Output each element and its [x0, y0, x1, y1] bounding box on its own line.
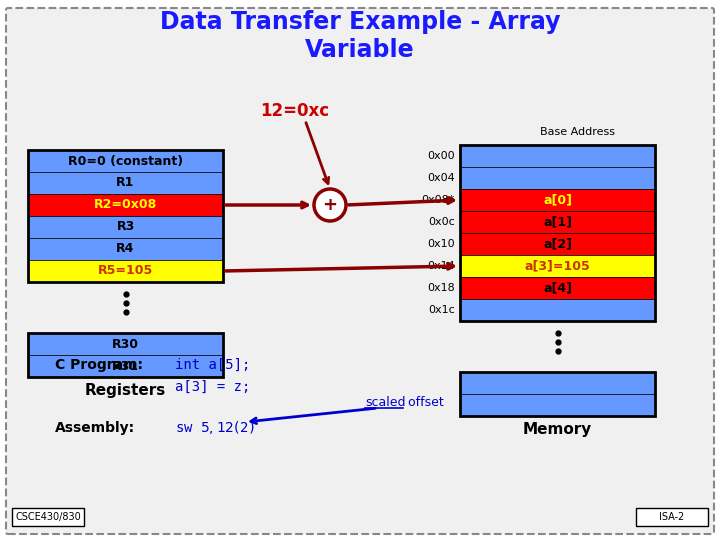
Bar: [460, 189, 655, 211]
Text: R5=105: R5=105: [98, 265, 153, 278]
Bar: [460, 145, 655, 167]
Text: Data Transfer Example - Array
Variable: Data Transfer Example - Array Variable: [160, 10, 560, 62]
Bar: [28, 333, 223, 377]
Text: Assembly:: Assembly:: [55, 421, 135, 435]
Text: R1: R1: [117, 177, 135, 190]
Bar: [28, 260, 223, 282]
Text: a[4]: a[4]: [543, 281, 572, 294]
Bar: [460, 211, 655, 233]
Text: Memory: Memory: [523, 422, 592, 437]
Text: R0=0 (constant): R0=0 (constant): [68, 154, 183, 167]
Text: Base Address: Base Address: [540, 127, 615, 137]
Text: 0x04: 0x04: [427, 173, 455, 183]
Text: scaled: scaled: [365, 395, 405, 408]
Text: 0x0c: 0x0c: [428, 217, 455, 227]
Text: a[0]: a[0]: [543, 193, 572, 206]
Bar: [460, 277, 655, 299]
Text: R3: R3: [117, 220, 135, 233]
Bar: [28, 216, 223, 238]
Text: +: +: [323, 196, 338, 214]
Bar: [460, 145, 655, 321]
Text: a[3]=105: a[3]=105: [525, 260, 590, 273]
Text: C Program:: C Program:: [55, 358, 143, 372]
Text: 12=0xc: 12=0xc: [261, 102, 330, 120]
Text: Registers: Registers: [85, 383, 166, 398]
Bar: [460, 233, 655, 255]
Text: offset: offset: [404, 395, 444, 408]
Text: R30: R30: [112, 338, 139, 350]
Text: R4: R4: [117, 242, 135, 255]
Bar: [28, 355, 223, 377]
Text: ISA-2: ISA-2: [660, 512, 685, 522]
Bar: [28, 194, 223, 216]
Circle shape: [314, 189, 346, 221]
Bar: [460, 394, 655, 416]
Bar: [460, 372, 655, 416]
Text: a[2]: a[2]: [543, 238, 572, 251]
Text: sw $5,12($2): sw $5,12($2): [175, 420, 255, 436]
Text: 0x18: 0x18: [427, 283, 455, 293]
Bar: [28, 333, 223, 355]
Text: 0x00: 0x00: [428, 151, 455, 161]
Text: 0x08*: 0x08*: [422, 195, 455, 205]
Bar: [460, 372, 655, 394]
Text: CSCE430/830: CSCE430/830: [15, 512, 81, 522]
Bar: [28, 150, 223, 282]
Text: 0x1c: 0x1c: [428, 305, 455, 315]
Bar: [460, 167, 655, 189]
Bar: [28, 172, 223, 194]
Text: 0x14: 0x14: [427, 261, 455, 271]
Bar: [636, 508, 708, 526]
Text: 0x10: 0x10: [428, 239, 455, 249]
Bar: [28, 238, 223, 260]
Text: a[1]: a[1]: [543, 215, 572, 228]
Text: R31: R31: [112, 360, 139, 373]
Text: R2=0x08: R2=0x08: [94, 199, 157, 212]
Text: a[3] = z;: a[3] = z;: [175, 380, 251, 394]
Text: int a[5];: int a[5];: [175, 358, 251, 372]
Bar: [28, 150, 223, 172]
Bar: [460, 299, 655, 321]
Bar: [12, 508, 84, 526]
FancyBboxPatch shape: [6, 8, 714, 534]
Bar: [460, 255, 655, 277]
